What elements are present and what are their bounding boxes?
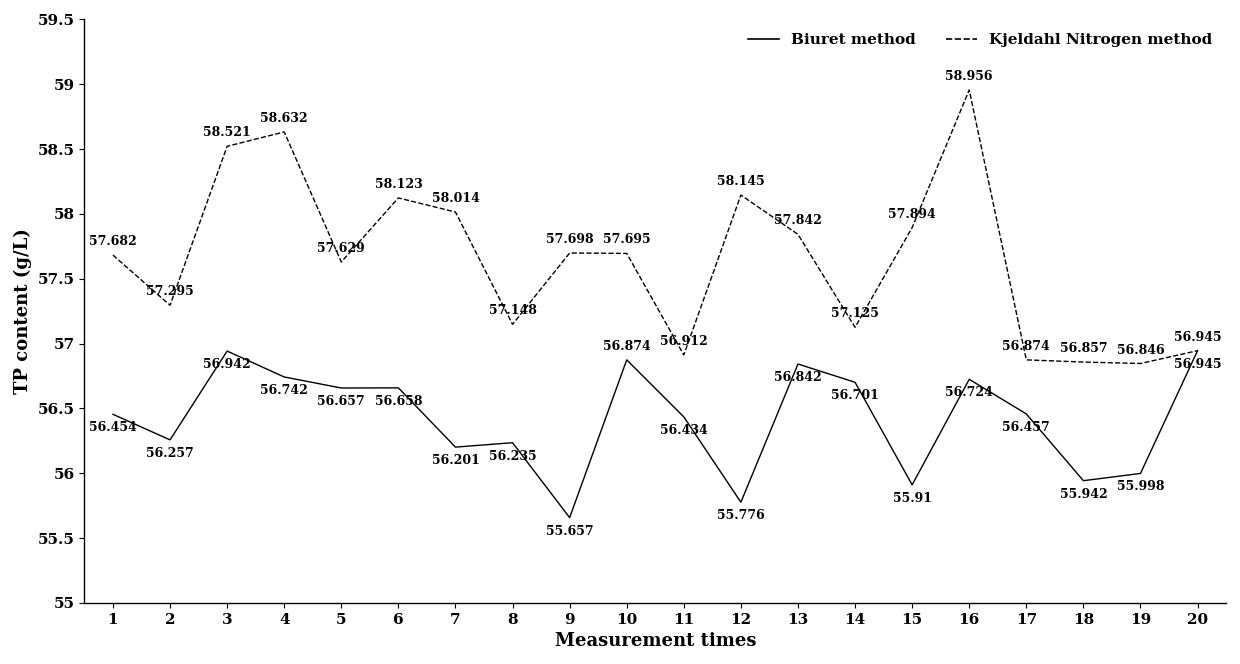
Text: 58.956: 58.956 <box>945 70 993 83</box>
Text: 56.945: 56.945 <box>1174 331 1221 344</box>
Text: 56.912: 56.912 <box>660 335 708 348</box>
Text: 57.295: 57.295 <box>146 286 193 298</box>
Text: 58.632: 58.632 <box>260 112 308 125</box>
Legend: Biuret method, Kjeldahl Nitrogen method: Biuret method, Kjeldahl Nitrogen method <box>742 27 1219 53</box>
Text: 57.894: 57.894 <box>888 208 936 220</box>
Text: 56.945: 56.945 <box>1174 358 1221 371</box>
Text: 55.657: 55.657 <box>546 525 594 538</box>
Text: 56.942: 56.942 <box>203 358 250 371</box>
Text: 56.201: 56.201 <box>432 454 480 467</box>
Text: 57.125: 57.125 <box>831 307 879 320</box>
Text: 56.658: 56.658 <box>374 395 422 408</box>
Text: 57.842: 57.842 <box>774 214 822 227</box>
Text: 56.454: 56.454 <box>89 421 136 434</box>
Text: 56.235: 56.235 <box>489 450 537 463</box>
Text: 55.942: 55.942 <box>1059 487 1107 501</box>
X-axis label: Measurement times: Measurement times <box>554 632 756 650</box>
Text: 56.742: 56.742 <box>260 384 309 397</box>
Text: 58.145: 58.145 <box>717 175 765 188</box>
Text: 56.724: 56.724 <box>945 386 993 399</box>
Text: 56.874: 56.874 <box>603 340 651 353</box>
Text: 55.91: 55.91 <box>893 492 931 505</box>
Y-axis label: TP content (g/L): TP content (g/L) <box>14 228 32 394</box>
Text: 56.842: 56.842 <box>774 371 822 384</box>
Text: 57.695: 57.695 <box>603 234 651 246</box>
Text: 56.257: 56.257 <box>146 447 193 459</box>
Text: 57.698: 57.698 <box>546 233 594 246</box>
Text: 57.682: 57.682 <box>89 235 136 248</box>
Text: 56.434: 56.434 <box>660 424 708 437</box>
Text: 55.998: 55.998 <box>1117 480 1164 493</box>
Text: 55.776: 55.776 <box>717 509 765 522</box>
Text: 56.657: 56.657 <box>317 395 365 408</box>
Text: 58.521: 58.521 <box>203 126 250 139</box>
Text: 57.148: 57.148 <box>489 304 537 317</box>
Text: 56.857: 56.857 <box>1060 342 1107 355</box>
Text: 56.874: 56.874 <box>1002 340 1050 353</box>
Text: 57.629: 57.629 <box>317 242 365 255</box>
Text: 56.457: 56.457 <box>1002 421 1050 434</box>
Text: 58.123: 58.123 <box>374 178 423 191</box>
Text: 58.014: 58.014 <box>432 192 480 205</box>
Text: 56.846: 56.846 <box>1117 343 1164 357</box>
Text: 56.701: 56.701 <box>831 389 879 402</box>
